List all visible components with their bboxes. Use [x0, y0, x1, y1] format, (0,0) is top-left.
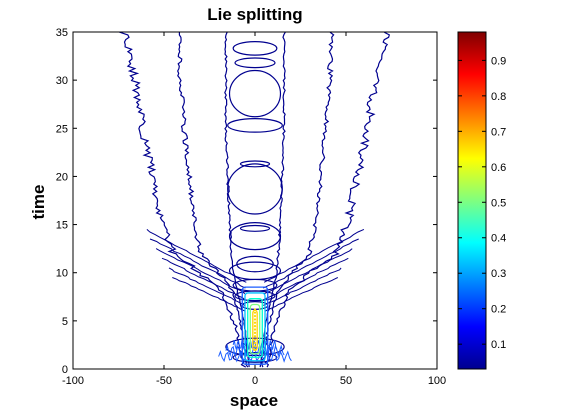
- branch-contour: [149, 238, 246, 289]
- y-axis-label: time: [29, 185, 48, 220]
- peak-dot: [253, 345, 257, 348]
- peak-dot: [253, 308, 257, 311]
- ring-contour: [239, 160, 271, 168]
- branch-contour: [263, 257, 349, 301]
- colorbar: 0.1 0.2 0.3 0.4 0.5 0.6 0.7 0.8 0.9: [457, 31, 506, 370]
- peak-contour-level: [247, 298, 263, 358]
- peak-dot: [253, 338, 257, 341]
- ring-contour: [234, 57, 276, 69]
- x-axis: -100 -50 0 50 100: [62, 32, 446, 387]
- ripple-contour: [225, 343, 285, 358]
- y-tick-label: 15: [56, 220, 68, 232]
- ring-contour: [232, 352, 278, 363]
- peak-contour-level: [244, 292, 266, 362]
- y-tick-label: 35: [56, 27, 68, 39]
- wavefront-contour-inner-right: [261, 32, 335, 368]
- branch-contour: [155, 248, 246, 295]
- branch-contour: [172, 277, 246, 312]
- colorbar-tick-label: 0.6: [491, 162, 506, 174]
- colorbar-ticks: 0.1 0.2 0.3 0.4 0.5 0.6 0.7 0.8 0.9: [458, 55, 506, 351]
- branch-contour: [263, 248, 353, 295]
- peak-contour-level: [241, 286, 269, 365]
- contour-layer: [118, 32, 391, 368]
- y-tick-label: 30: [56, 75, 68, 87]
- colorbar-tick-label: 0.3: [491, 268, 506, 280]
- colorbar-tick-label: 0.1: [491, 339, 506, 351]
- branch-contour: [263, 228, 365, 283]
- chart-title: Lie splitting: [207, 5, 302, 24]
- branch-contour: [168, 267, 245, 306]
- ring-contour: [227, 163, 283, 215]
- y-axis: 0 5 10 15 20 25 30 35: [56, 27, 437, 376]
- branch-contour: [161, 257, 246, 301]
- wavefront-contour-outer-left: [118, 32, 247, 368]
- colorbar-tick-label: 0.8: [491, 91, 506, 103]
- y-tick-label: 20: [56, 171, 68, 183]
- y-tick-label: 5: [62, 316, 68, 328]
- branch-contour: [146, 229, 247, 283]
- wavefront-contour-inner-left: [177, 32, 249, 368]
- ring-contour: [234, 290, 276, 302]
- colorbar-gradient: [458, 32, 486, 369]
- peak-dot: [253, 331, 257, 334]
- x-axis-label: space: [230, 391, 278, 410]
- peak-dot: [253, 321, 257, 324]
- x-tick-label: 0: [252, 375, 258, 387]
- peak-dot: [253, 314, 257, 318]
- x-tick-label: -100: [62, 375, 84, 387]
- peak-contour-level: [249, 303, 261, 355]
- colorbar-tick-label: 0.2: [491, 304, 506, 316]
- ring-contour: [227, 118, 283, 133]
- peak-dot: [253, 325, 257, 328]
- colorbar-tick-label: 0.4: [491, 233, 506, 245]
- x-tick-label: 50: [340, 375, 352, 387]
- x-tick-label: -50: [156, 375, 172, 387]
- ring-contour: [228, 222, 282, 251]
- peak-dot: [253, 341, 257, 345]
- ring-contour: [239, 224, 271, 232]
- y-tick-label: 10: [56, 268, 68, 280]
- y-tick-label: 25: [56, 123, 68, 135]
- peak-dot: [253, 318, 257, 321]
- branch-contour: [262, 238, 359, 289]
- plot-area: -100 -50 0 50 100 0 5 10 15 20 25 30 35: [56, 27, 446, 387]
- y-tick-label: 0: [62, 364, 68, 376]
- ring-contour: [236, 255, 274, 273]
- peak-dot: [253, 335, 257, 338]
- peak-dot: [253, 328, 257, 331]
- ring-contour: [232, 41, 278, 56]
- x-tick-label: 100: [428, 375, 446, 387]
- colorbar-frame: [457, 31, 487, 370]
- colorbar-tick-label: 0.9: [491, 55, 506, 67]
- colorbar-tick-label: 0.7: [491, 126, 506, 138]
- ring-contour: [228, 69, 282, 118]
- peak-dot: [253, 348, 257, 351]
- branch-contour: [263, 267, 342, 306]
- wavefront-contour-outer-right: [264, 32, 391, 368]
- colorbar-tick-label: 0.5: [491, 197, 506, 209]
- branch-contour: [264, 277, 339, 312]
- peak-dot: [253, 311, 257, 314]
